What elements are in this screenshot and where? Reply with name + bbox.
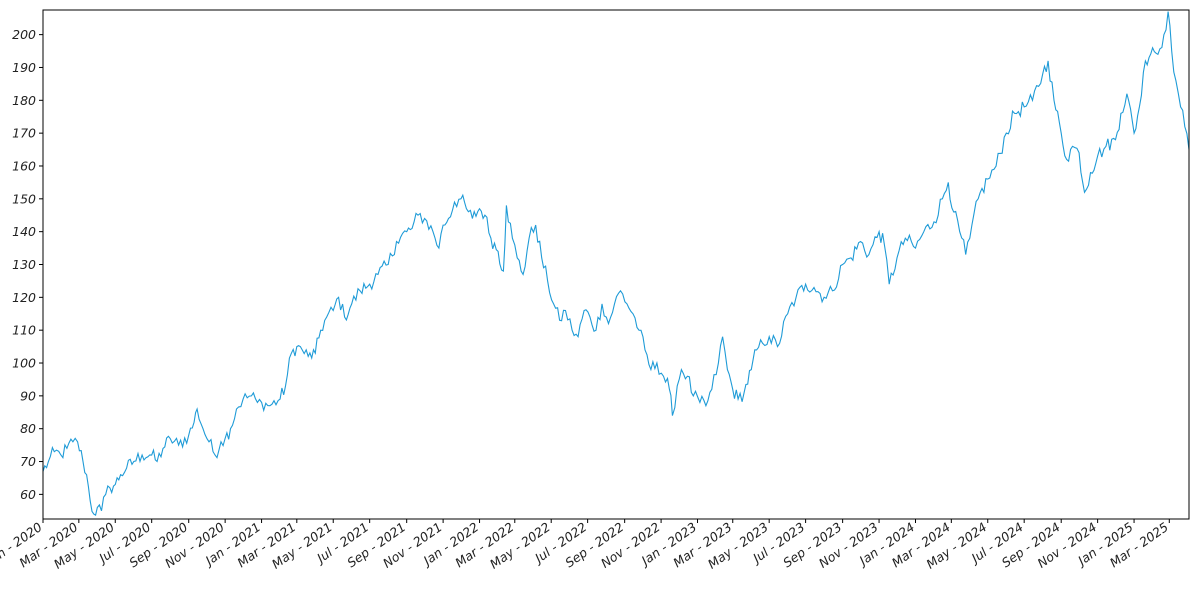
y-tick-label: 70	[20, 454, 36, 469]
series-line	[42, 11, 1190, 516]
y-tick-label: 120	[12, 290, 36, 305]
y-tick-label: 90	[20, 388, 36, 403]
y-tick-label: 60	[20, 487, 36, 502]
y-axis: 60 70 80 90 100 110 120 130 140 150 160 170 180 190 20…	[12, 27, 43, 502]
y-tick-label: 180	[12, 93, 36, 108]
y-tick-label: 80	[20, 421, 36, 436]
y-tick-label: 140	[12, 224, 36, 239]
y-tick-label: 170	[12, 126, 36, 141]
y-tick-label: 200	[12, 27, 36, 42]
y-tick-label: 150	[12, 191, 36, 206]
y-tick-label: 160	[12, 158, 36, 173]
y-tick-label: 190	[12, 60, 36, 75]
y-tick-label: 130	[12, 257, 36, 272]
y-tick-label: 100	[12, 356, 36, 371]
y-tick-label: 110	[12, 323, 36, 338]
plot-frame	[42, 9, 1190, 520]
